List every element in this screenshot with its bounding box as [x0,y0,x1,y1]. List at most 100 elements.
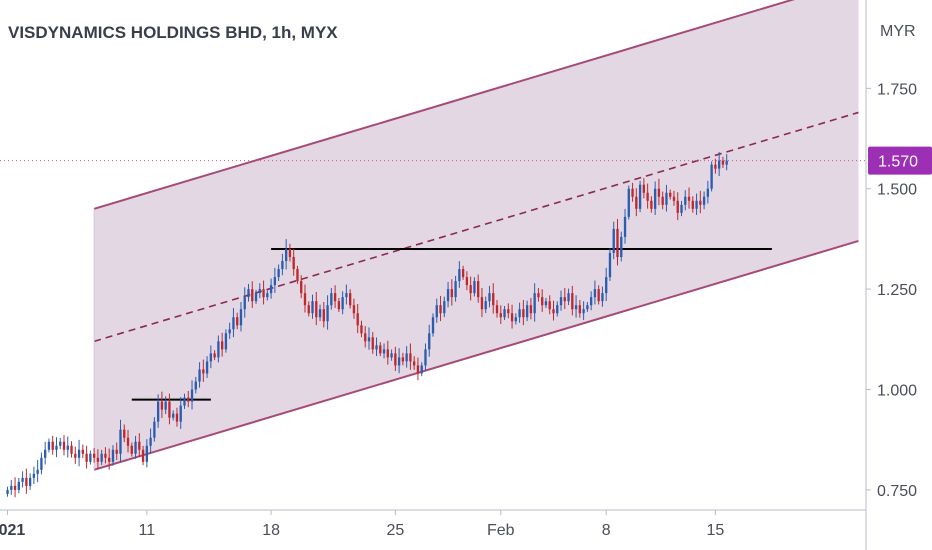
candle[interactable] [367,327,371,350]
candle[interactable] [296,265,299,284]
candle[interactable] [179,397,182,429]
candle[interactable] [409,343,412,370]
candle[interactable] [461,265,465,280]
channel-upper-line[interactable] [93,0,858,210]
candle[interactable] [420,362,423,377]
candle[interactable] [277,264,280,281]
candle[interactable] [220,332,224,357]
candle[interactable] [537,287,540,302]
candle[interactable] [503,306,506,320]
candle[interactable] [149,428,152,454]
candle[interactable] [51,435,54,455]
candle[interactable] [348,289,352,309]
candle[interactable] [269,278,273,299]
candle[interactable] [134,435,137,459]
candle[interactable] [258,283,261,299]
candle[interactable] [586,301,589,312]
candle[interactable] [657,178,661,206]
candle[interactable] [522,299,525,326]
candle[interactable] [435,298,438,323]
candle[interactable] [559,290,563,311]
candle[interactable] [62,435,66,456]
candle[interactable] [646,183,649,209]
candle[interactable] [205,356,209,378]
candle[interactable] [371,332,374,354]
candle[interactable] [172,410,175,421]
candle[interactable] [499,305,502,324]
candle[interactable] [300,275,303,299]
candle[interactable] [574,295,578,318]
candle[interactable] [582,301,585,320]
candle[interactable] [364,326,367,348]
candle[interactable] [160,391,164,419]
candle[interactable] [612,221,615,260]
candle[interactable] [232,308,235,338]
candle[interactable] [21,471,24,488]
candle[interactable] [123,424,126,443]
candle[interactable] [81,444,85,459]
candle[interactable] [202,359,205,382]
candle[interactable] [623,208,627,244]
candle[interactable] [337,297,341,312]
candle[interactable] [687,187,691,209]
candle[interactable] [228,322,231,339]
candle[interactable] [510,304,514,329]
candle[interactable] [702,191,706,210]
candle[interactable] [533,283,536,322]
candle[interactable] [443,296,446,318]
candle[interactable] [326,295,329,330]
candle[interactable] [578,299,582,318]
candle[interactable] [492,283,495,314]
candle[interactable] [589,291,593,311]
candle[interactable] [544,297,548,308]
candle[interactable] [567,288,570,306]
candle[interactable] [529,297,533,320]
candle[interactable] [691,196,694,213]
candle[interactable] [548,295,551,315]
candle[interactable] [593,280,597,305]
channel-midline[interactable] [93,111,859,343]
candle[interactable] [100,449,103,466]
candle[interactable] [209,345,213,369]
candle[interactable] [394,346,397,372]
candle[interactable] [59,437,62,450]
candle[interactable] [386,340,389,365]
candle[interactable] [126,429,130,453]
candle[interactable] [616,218,619,266]
candle[interactable] [164,396,167,415]
candle[interactable] [168,393,171,425]
candle[interactable] [251,281,254,308]
candle[interactable] [243,287,246,318]
candle[interactable] [676,192,679,221]
candle[interactable] [40,452,43,475]
candle[interactable] [356,303,359,334]
candle[interactable] [620,231,623,262]
candle[interactable] [725,154,728,171]
candle[interactable] [273,267,277,293]
candle[interactable] [96,449,100,470]
candle[interactable] [710,161,713,192]
candle[interactable] [74,446,77,464]
candle[interactable] [92,447,96,463]
candle[interactable] [13,477,17,498]
candle[interactable] [266,289,269,301]
candle[interactable] [247,283,250,302]
candle[interactable] [311,294,314,319]
candle[interactable] [416,357,420,381]
candle[interactable] [665,184,668,212]
candle[interactable] [322,301,325,328]
candle[interactable] [104,447,107,464]
candle[interactable] [571,285,574,316]
candle[interactable] [194,376,197,394]
candle[interactable] [288,243,292,262]
candle[interactable] [315,291,318,326]
candle[interactable] [281,253,284,276]
candle[interactable] [480,287,484,318]
candle[interactable] [428,324,431,357]
candle[interactable] [85,445,88,469]
candle[interactable] [488,285,491,308]
candle[interactable] [469,276,472,301]
candle[interactable] [6,486,9,497]
